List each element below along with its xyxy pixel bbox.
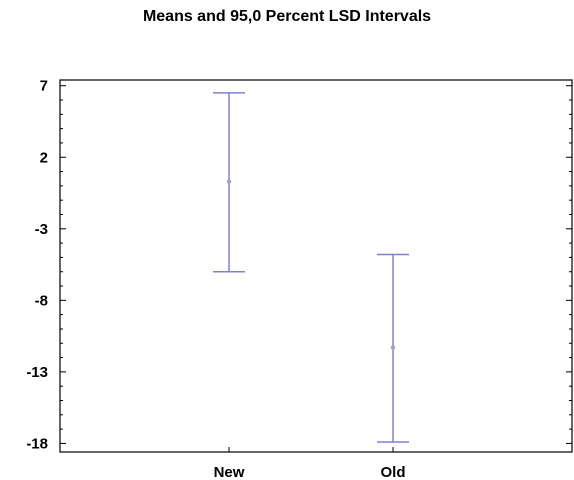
y-axis: 7 2 -3 -8 -13 -18 <box>26 78 572 452</box>
chart-title: Means and 95,0 Percent LSD Intervals <box>142 8 432 25</box>
y-tick-label: -3 <box>35 221 48 238</box>
y-tick-label: -13 <box>26 364 48 381</box>
plot-frame <box>59 79 573 453</box>
x-tick-label: New <box>214 464 245 480</box>
x-axis: New Old <box>214 447 406 480</box>
y-tick-label: 2 <box>40 149 48 166</box>
y-tick-label: -8 <box>35 292 48 309</box>
mean-point <box>390 345 396 350</box>
mean-point <box>226 179 232 184</box>
y-tick-label: 7 <box>40 78 48 95</box>
x-tick-label: Old <box>381 464 406 480</box>
y-tick-label: -18 <box>26 435 48 452</box>
intervals <box>213 92 409 443</box>
